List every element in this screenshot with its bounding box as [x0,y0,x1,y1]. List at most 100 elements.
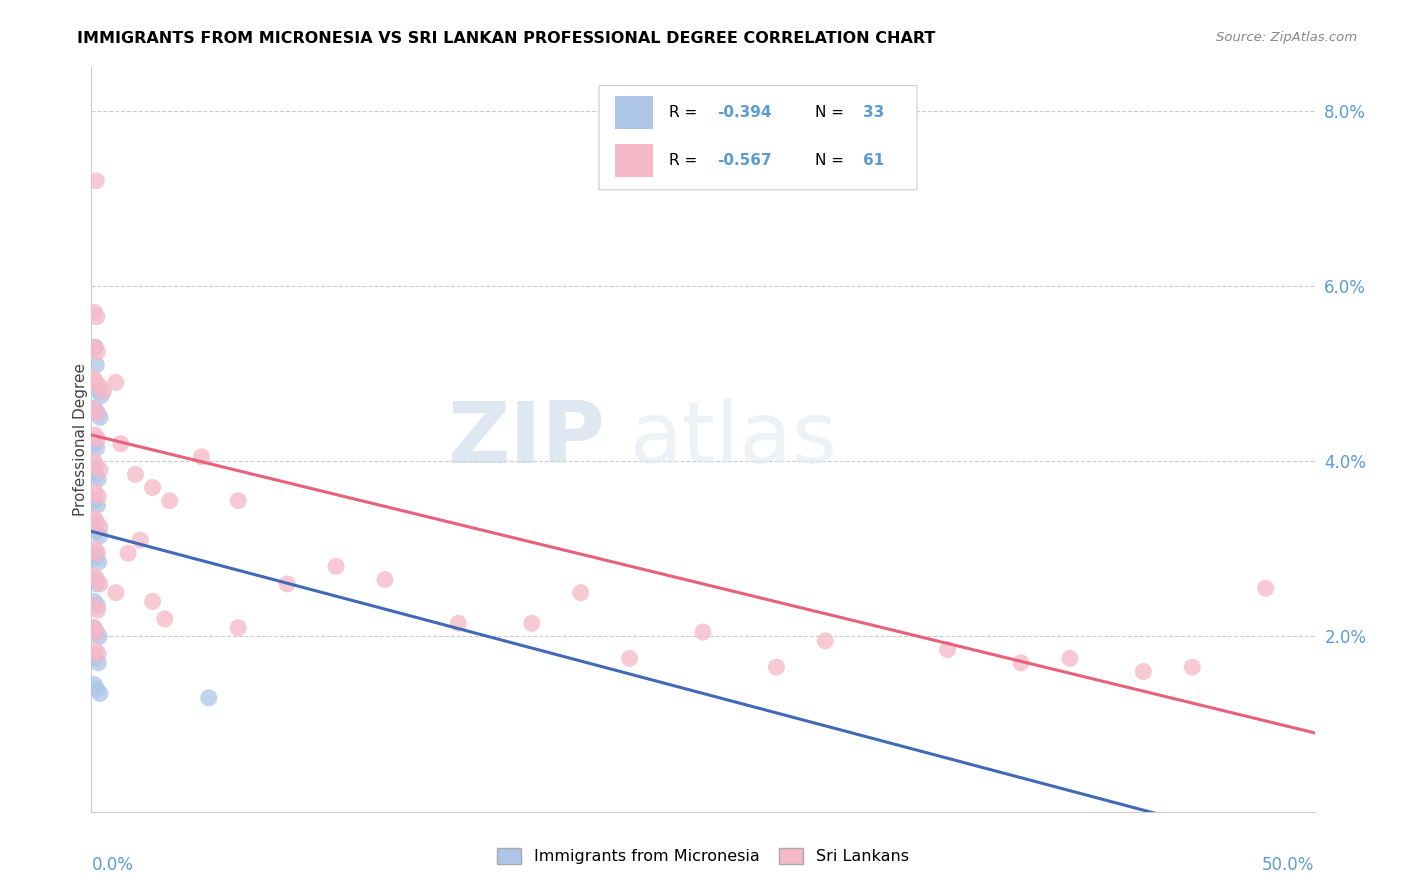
Point [86,573,108,587]
Text: 0.0%: 0.0% [91,856,134,874]
Point [619,651,641,665]
Point [84,493,107,508]
Point [1132,665,1154,679]
Point [86,681,108,696]
Point [84,467,107,482]
Point [89,410,111,425]
Point [84,358,107,372]
Point [89,520,111,534]
Point [90,388,112,402]
Point [1181,660,1204,674]
Point [374,573,396,587]
Point [117,546,139,560]
Point [86,603,108,617]
Point [83,511,105,525]
Point [89,577,111,591]
Point [84,651,107,665]
Point [104,585,127,599]
Point [83,621,105,635]
Point [520,616,543,631]
Point [84,340,107,354]
Point [84,458,107,473]
Point [84,550,107,565]
Point [86,498,108,512]
Text: IMMIGRANTS FROM MICRONESIA VS SRI LANKAN PROFESSIONAL DEGREE CORRELATION CHART: IMMIGRANTS FROM MICRONESIA VS SRI LANKAN… [77,31,936,46]
Point [765,660,787,674]
Y-axis label: Professional Degree: Professional Degree [73,363,87,516]
Point [83,463,105,477]
Point [86,310,108,324]
Point [86,344,108,359]
Point [83,573,105,587]
Point [110,436,132,450]
Point [87,555,110,569]
Point [86,516,108,530]
Point [692,625,714,640]
Point [83,305,105,319]
Text: ZIP: ZIP [447,398,605,481]
Point [89,630,111,644]
Point [86,441,108,455]
Point [198,690,221,705]
Point [89,380,111,394]
Point [83,621,105,635]
Point [226,493,249,508]
Point [83,371,105,385]
Point [84,625,107,640]
Point [141,481,163,495]
Point [325,559,347,574]
Point [89,463,111,477]
Point [84,524,107,539]
Point [87,489,110,503]
Point [83,594,105,608]
Point [86,433,108,447]
Point [89,529,111,543]
Text: 50.0%: 50.0% [1263,856,1315,874]
Point [569,585,592,599]
Point [84,376,107,390]
Point [93,384,115,398]
Point [84,484,107,499]
Point [84,428,107,442]
Point [82,546,104,560]
Point [84,401,107,416]
Point [83,599,105,613]
Point [84,174,107,188]
Point [86,406,108,420]
Point [84,541,107,556]
Point [129,533,152,547]
Legend: Immigrants from Micronesia, Sri Lankans: Immigrants from Micronesia, Sri Lankans [491,841,915,871]
Point [83,568,105,582]
Point [936,642,959,657]
Text: atlas: atlas [630,398,838,481]
Point [190,450,212,464]
Point [153,612,176,626]
Point [87,656,110,670]
Point [86,406,108,420]
Point [83,678,105,692]
Point [159,493,181,508]
Point [226,621,249,635]
Point [104,376,127,390]
Point [1010,656,1032,670]
Point [84,642,107,657]
Point [87,472,110,486]
Point [1059,651,1081,665]
Point [141,594,163,608]
Point [84,340,107,354]
Text: Source: ZipAtlas.com: Source: ZipAtlas.com [1216,31,1357,45]
Point [83,436,105,450]
Point [276,577,298,591]
Point [83,454,105,468]
Point [814,633,837,648]
Point [86,577,108,591]
Point [89,686,111,700]
Point [83,520,105,534]
Point [83,401,105,416]
Point [87,384,110,398]
Point [86,546,108,560]
Point [86,599,108,613]
Point [84,625,107,640]
Point [1254,582,1277,596]
Point [447,616,470,631]
